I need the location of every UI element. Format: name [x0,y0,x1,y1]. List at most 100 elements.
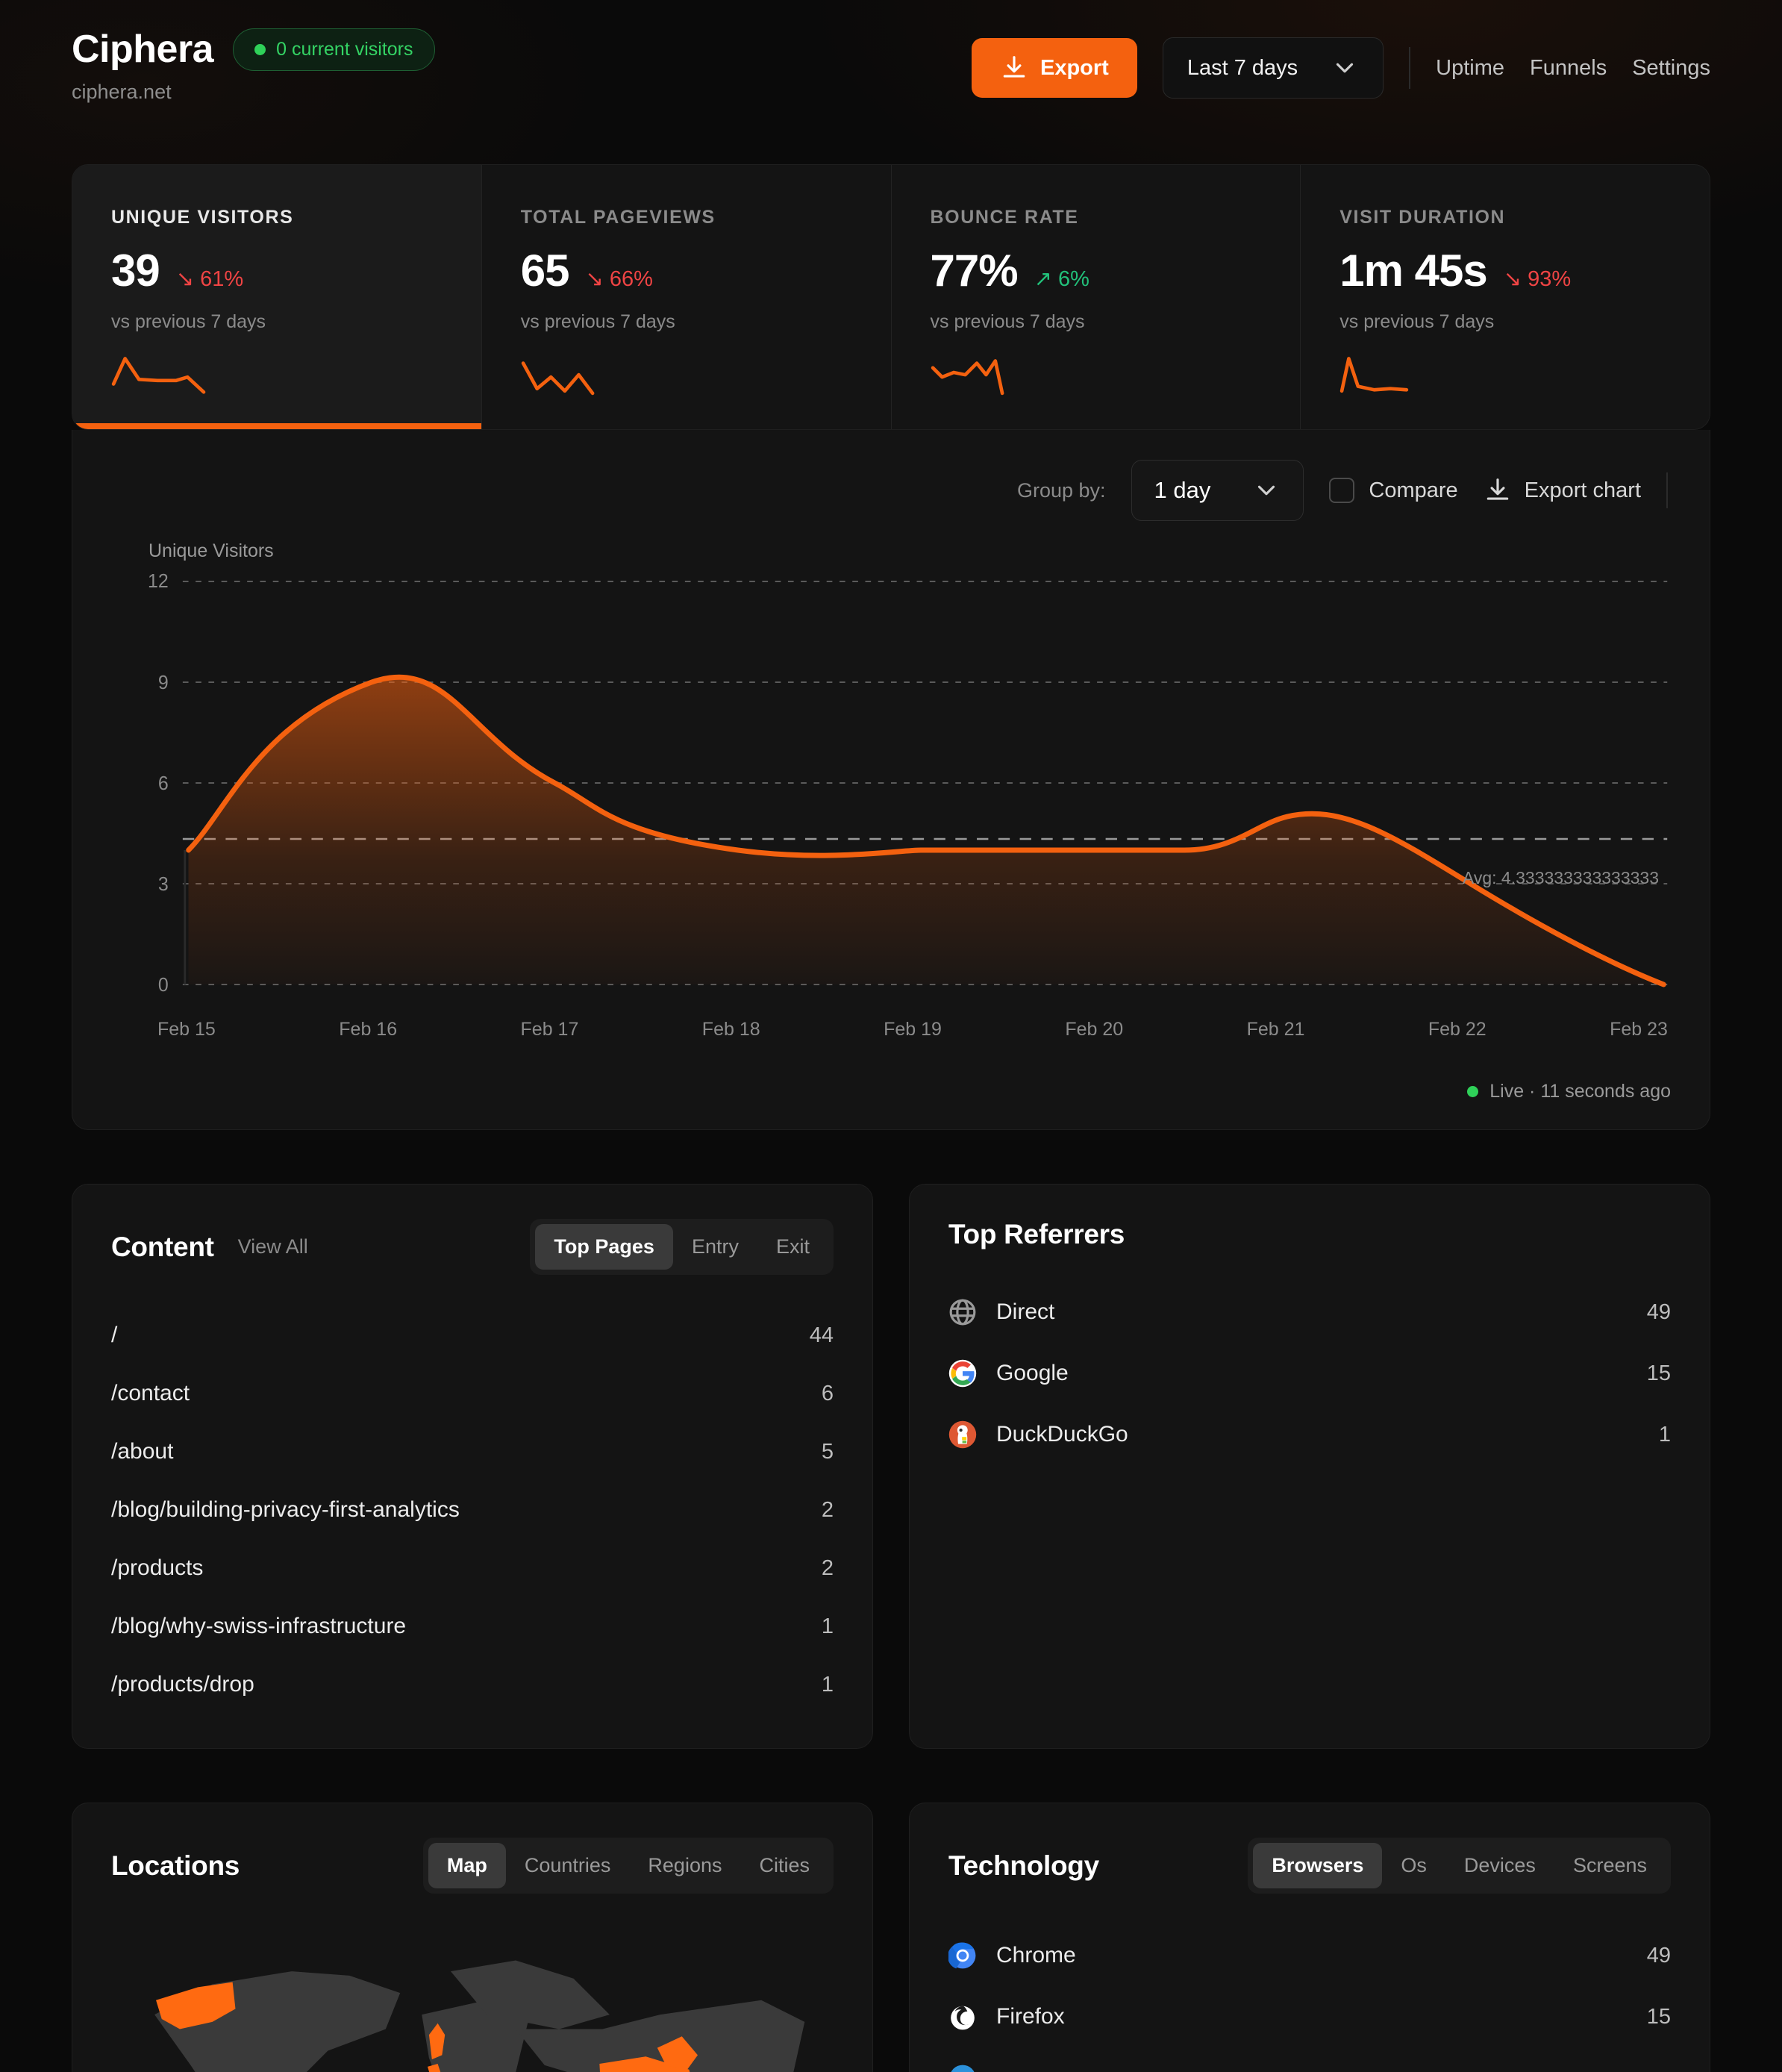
stat-card-bounce-rate[interactable]: BOUNCE RATE 77% ↗ 6% vs previous 7 days [892,165,1301,429]
stats-strip: UNIQUE VISITORS 39 ↘ 61% vs previous 7 d… [72,164,1710,430]
stat-value-row: 65 ↘ 66% [521,245,852,296]
tab-top-pages[interactable]: Top Pages [535,1224,673,1270]
tab-regions[interactable]: Regions [648,1854,722,1876]
stat-card-visit-duration[interactable]: VISIT DURATION 1m 45s ↘ 93% vs previous … [1301,165,1710,429]
page-path: / [111,1323,118,1347]
tab-cities[interactable]: Cities [759,1854,810,1876]
nav-item-settings[interactable]: Settings [1632,55,1710,80]
list-item[interactable]: /products 2 [111,1539,834,1597]
svg-text:6: 6 [158,773,169,795]
content-tabs: Top Pages Entry Exit [530,1219,834,1275]
list-item[interactable]: / 44 [111,1306,834,1364]
tab-exit[interactable]: Exit [775,1235,810,1258]
stat-value-row: 77% ↗ 6% [931,245,1262,296]
chart-series-label: Unique Visitors [148,540,274,561]
browser-name: Firefox [996,2004,1065,2029]
svg-text:9: 9 [158,673,169,694]
header-actions: Export Last 7 days Uptime Funnels Settin… [972,27,1710,99]
brand-name: Ciphera [72,28,214,71]
group-by-label: Group by: [1016,478,1106,502]
locations-tabs: Map Countries Regions Cities [422,1838,834,1894]
stat-card-unique-visitors[interactable]: UNIQUE VISITORS 39 ↘ 61% vs previous 7 d… [72,165,482,429]
stat-value: 65 [520,246,570,296]
app-header: Ciphera 0 current visitors ciphera.net E… [0,0,1782,134]
trend-down-icon: ↘ [175,267,195,291]
date-range-value: Last 7 days [1187,55,1298,80]
svg-text:12: 12 [148,571,169,593]
technology-tabs: Browsers Os Devices Screens [1248,1838,1671,1894]
page-path: /blog/building-privacy-first-analytics [111,1497,460,1522]
locations-card-header: Locations Map Countries Regions Cities [111,1838,834,1894]
page-count: 6 [821,1381,834,1405]
stat-delta: ↘ 66% [585,267,653,291]
referrers-card-header: Top Referrers [948,1219,1671,1250]
safari-icon [951,2065,975,2072]
stat-delta: ↘ 61% [175,267,244,291]
list-item[interactable] [948,2047,1671,2072]
sparkline-visit-duration [1340,357,1409,393]
sparkline-unique-visitors [111,357,206,394]
stat-value-row: 39 ↘ 61% [111,245,443,296]
live-status-text: Live · 11 seconds ago [1489,1081,1671,1102]
live-dot-icon [1467,1086,1479,1097]
tab-map[interactable]: Map [428,1843,506,1888]
compare-toggle[interactable]: Compare [1329,478,1458,503]
page-count: 1 [821,1614,834,1638]
referrer-name: Direct [996,1299,1055,1324]
list-item[interactable]: /about 5 [111,1423,834,1481]
live-status: Live · 11 seconds ago [111,1081,1671,1102]
export-button[interactable]: Export [972,38,1137,98]
chart-average-label: Avg: 4.333333333333333 [1462,868,1659,887]
world-map[interactable] [111,1928,834,2072]
date-range-select[interactable]: Last 7 days [1162,37,1384,99]
map-highlighted-countries [156,1982,698,2072]
list-item[interactable]: /contact 6 [111,1364,834,1423]
page-count: 2 [821,1497,834,1522]
technology-card: Technology Browsers Os Devices Screens [909,1803,1710,2072]
trend-down-icon: ↘ [1503,267,1522,291]
map-base-landmasses [154,1960,805,2072]
stat-label: VISIT DURATION [1339,207,1506,228]
stat-delta: ↘ 93% [1503,267,1572,291]
nav-item-funnels[interactable]: Funnels [1530,55,1607,80]
list-item[interactable]: Chrome 49 [948,1925,1671,1986]
tab-screens[interactable]: Screens [1572,1854,1647,1876]
stat-comparison-text: vs previous 7 days [520,311,675,332]
compare-checkbox[interactable] [1329,478,1355,503]
group-by-value: 1 day [1154,477,1211,503]
export-chart-button[interactable]: Export chart [1484,476,1641,505]
live-dot-icon [254,43,266,55]
stat-delta: ↗ 6% [1034,267,1089,291]
list-item[interactable]: Google 15 [948,1343,1671,1404]
list-item[interactable]: Direct 49 [948,1282,1671,1343]
nav-item-uptime[interactable]: Uptime [1436,55,1505,80]
tab-os[interactable]: Os [1401,1854,1427,1876]
x-tick: Feb 20 [1065,1019,1124,1040]
tab-browsers[interactable]: Browsers [1253,1843,1383,1888]
page-path: /products [111,1555,204,1580]
panels-grid-row-2: Locations Map Countries Regions Cities [72,1803,1710,2072]
chart-x-axis: Feb 15 Feb 16 Feb 17 Feb 18 Feb 19 Feb 2… [157,1019,1668,1040]
view-all-link[interactable]: View All [237,1235,308,1258]
content-card: Content View All Top Pages Entry Exit / … [72,1184,873,1749]
referrer-count: 49 [1646,1299,1671,1324]
tab-devices[interactable]: Devices [1463,1854,1536,1876]
stat-card-total-pageviews[interactable]: TOTAL PAGEVIEWS 65 ↘ 66% vs previous 7 d… [482,165,892,429]
page-path: /contact [111,1381,190,1405]
list-item[interactable]: /products/drop 1 [111,1656,834,1714]
locations-card-title: Locations [111,1850,240,1881]
list-item[interactable]: DuckDuckGo 1 [948,1404,1671,1465]
list-item[interactable]: /blog/why-swiss-infrastructure 1 [111,1597,834,1656]
stat-comparison-text: vs previous 7 days [930,311,1085,332]
list-item[interactable]: Firefox 15 [948,1986,1671,2047]
referrer-name: Google [996,1361,1069,1385]
tab-countries[interactable]: Countries [524,1854,611,1876]
browser-count: 49 [1646,1943,1671,1968]
technology-card-header: Technology Browsers Os Devices Screens [948,1838,1671,1894]
group-by-select[interactable]: 1 day [1131,460,1304,521]
content-card-title: Content [111,1231,214,1262]
tab-entry[interactable]: Entry [691,1235,739,1258]
header-divider [1409,47,1411,89]
list-item[interactable]: /blog/building-privacy-first-analytics 2 [111,1481,834,1539]
chart-plot-area: 12 9 6 3 0 Avg: 4.333333333333333 [111,567,1671,1014]
